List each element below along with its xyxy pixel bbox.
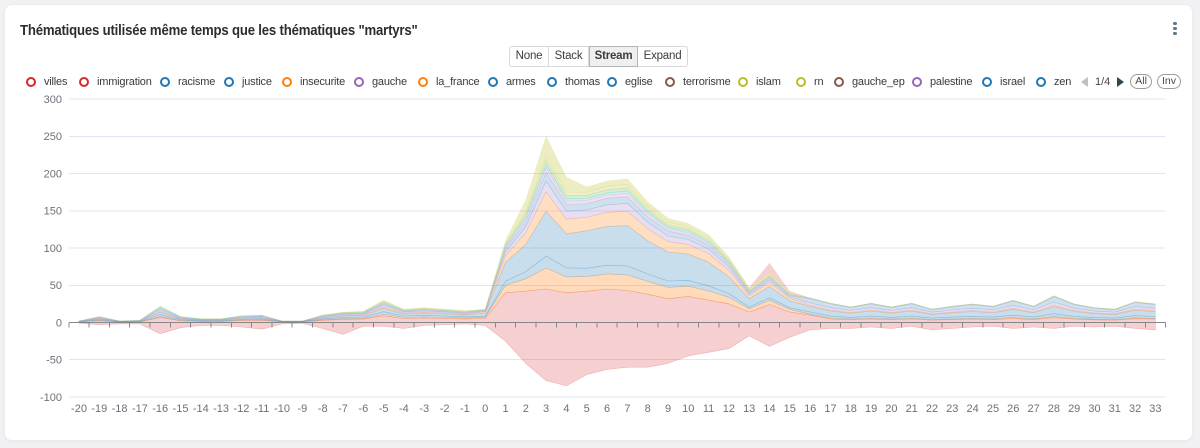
svg-text:4: 4 (563, 403, 569, 415)
svg-text:17: 17 (824, 403, 836, 415)
svg-text:27: 27 (1027, 403, 1039, 415)
svg-text:16: 16 (804, 403, 816, 415)
svg-text:14: 14 (763, 403, 775, 415)
svg-text:300: 300 (44, 94, 62, 106)
svg-text:-50: -50 (46, 355, 62, 367)
svg-text:20: 20 (885, 403, 897, 415)
svg-text:7: 7 (624, 403, 630, 415)
svg-text:-15: -15 (173, 403, 189, 415)
svg-text:28: 28 (1048, 403, 1060, 415)
svg-text:200: 200 (44, 168, 62, 180)
svg-text:26: 26 (1007, 403, 1019, 415)
svg-text:-13: -13 (213, 403, 229, 415)
svg-text:18: 18 (845, 403, 857, 415)
svg-text:-18: -18 (112, 403, 128, 415)
svg-text:2: 2 (523, 403, 529, 415)
svg-text:6: 6 (604, 403, 610, 415)
svg-text:15: 15 (784, 403, 796, 415)
svg-text:12: 12 (723, 403, 735, 415)
svg-text:-3: -3 (419, 403, 429, 415)
svg-text:-20: -20 (71, 403, 87, 415)
svg-text:-14: -14 (193, 403, 209, 415)
svg-text:-7: -7 (338, 403, 348, 415)
svg-text:-11: -11 (254, 403, 269, 415)
svg-text:-16: -16 (152, 403, 168, 415)
svg-text:8: 8 (645, 403, 651, 415)
svg-text:-10: -10 (274, 403, 290, 415)
svg-text:33: 33 (1149, 403, 1161, 415)
svg-text:-19: -19 (91, 403, 107, 415)
svg-text:22: 22 (926, 403, 938, 415)
svg-text:11: 11 (703, 403, 714, 415)
svg-text:13: 13 (743, 403, 755, 415)
svg-text:-1: -1 (460, 403, 470, 415)
svg-text:-2: -2 (440, 403, 450, 415)
svg-text:150: 150 (44, 206, 62, 218)
svg-text:0: 0 (482, 403, 488, 415)
svg-text:3: 3 (543, 403, 549, 415)
svg-text:-9: -9 (298, 403, 308, 415)
svg-text:-100: -100 (40, 392, 62, 404)
svg-text:23: 23 (946, 403, 958, 415)
svg-text:-12: -12 (233, 403, 249, 415)
svg-text:1: 1 (502, 403, 508, 415)
svg-text:-5: -5 (379, 403, 389, 415)
svg-text:-8: -8 (318, 403, 328, 415)
svg-text:5: 5 (584, 403, 590, 415)
svg-text:100: 100 (44, 243, 62, 255)
svg-text:19: 19 (865, 403, 877, 415)
svg-text:-4: -4 (399, 403, 409, 415)
svg-text:-6: -6 (358, 403, 368, 415)
svg-text:32: 32 (1129, 403, 1141, 415)
svg-text:24: 24 (966, 403, 978, 415)
svg-text:9: 9 (665, 403, 671, 415)
svg-text:250: 250 (44, 131, 62, 143)
svg-text:0: 0 (56, 317, 62, 329)
svg-text:50: 50 (50, 280, 62, 292)
svg-text:21: 21 (906, 403, 918, 415)
svg-text:25: 25 (987, 403, 999, 415)
svg-text:-17: -17 (132, 403, 148, 415)
svg-text:10: 10 (682, 403, 694, 415)
svg-text:30: 30 (1088, 403, 1100, 415)
svg-text:29: 29 (1068, 403, 1080, 415)
svg-text:31: 31 (1109, 403, 1121, 415)
